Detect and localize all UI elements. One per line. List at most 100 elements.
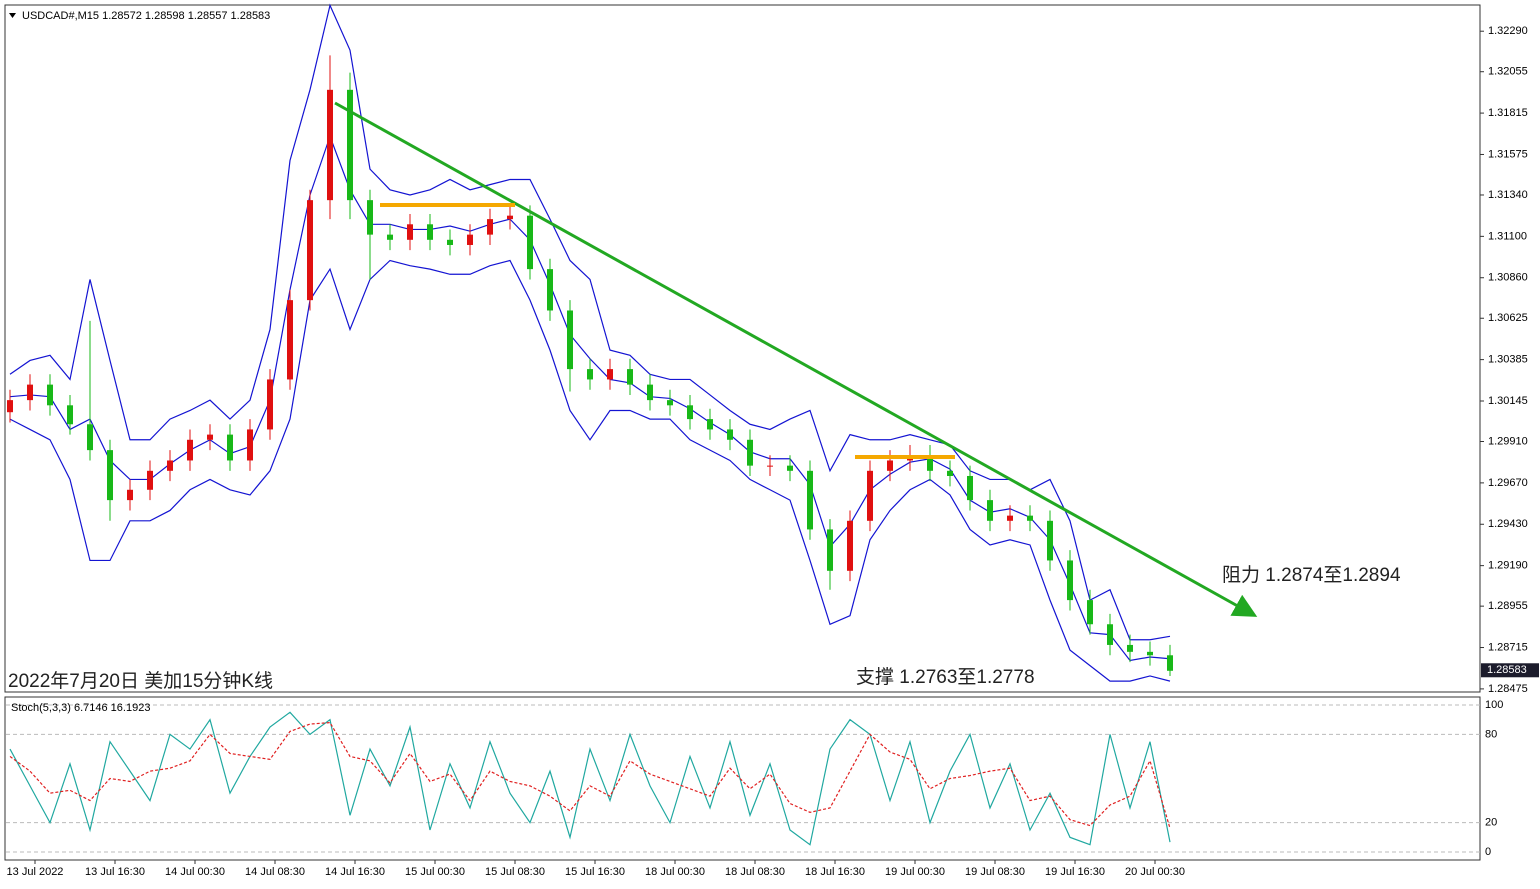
candle-body bbox=[507, 215, 513, 220]
candle-body bbox=[47, 384, 53, 406]
x-tick-label: 14 Jul 16:30 bbox=[325, 866, 385, 878]
menu-arrow[interactable] bbox=[9, 13, 16, 18]
candle-body bbox=[887, 460, 893, 471]
chart-caption: 2022年7月20日 美加15分钟K线 bbox=[8, 670, 273, 692]
y-tick-label: 1.31100 bbox=[1488, 230, 1527, 242]
candle-body bbox=[1127, 644, 1133, 652]
bollinger-lower bbox=[9, 259, 1171, 682]
x-tick-label: 18 Jul 16:30 bbox=[805, 866, 865, 878]
candle-body bbox=[607, 369, 613, 380]
x-tick-label: 13 Jul 2022 bbox=[7, 866, 64, 878]
candle-body bbox=[827, 529, 833, 571]
candle-body bbox=[267, 379, 273, 430]
price-marker bbox=[1481, 663, 1539, 678]
candle-body bbox=[547, 269, 553, 311]
y-tick-label: 1.30860 bbox=[1488, 272, 1528, 284]
y-tick-label: 80 bbox=[1485, 728, 1497, 740]
candle-body bbox=[87, 424, 93, 451]
y-tick-label: 1.31815 bbox=[1488, 107, 1528, 119]
y-tick-label: 1.30145 bbox=[1488, 395, 1528, 407]
y-tick-label: 1.32055 bbox=[1488, 66, 1528, 78]
x-tick-label: 15 Jul 16:30 bbox=[565, 866, 625, 878]
candle-body bbox=[1067, 560, 1073, 601]
candle-body bbox=[787, 465, 793, 471]
y-tick-label: 100 bbox=[1485, 699, 1503, 711]
stoch-line bbox=[9, 721, 1171, 829]
x-tick-label: 18 Jul 08:30 bbox=[725, 866, 785, 878]
candle-body bbox=[7, 400, 13, 413]
trend-line bbox=[334, 101, 1258, 617]
x-tick-label: 15 Jul 08:30 bbox=[485, 866, 545, 878]
candle-body bbox=[227, 434, 233, 461]
y-tick-label: 1.29430 bbox=[1488, 518, 1528, 530]
y-tick-label: 20 bbox=[1485, 817, 1497, 829]
candle-body bbox=[287, 300, 293, 380]
candle-body bbox=[327, 89, 333, 201]
candle-body bbox=[527, 215, 533, 270]
candle-body bbox=[647, 384, 653, 401]
y-tick-label: 1.31575 bbox=[1488, 148, 1528, 160]
resistance-note: 阻力 1.2874至1.2894 bbox=[1222, 564, 1401, 586]
candle-body bbox=[947, 470, 953, 476]
candle-body bbox=[627, 369, 633, 385]
stoch-line bbox=[9, 711, 1171, 846]
candle-body bbox=[1107, 624, 1113, 645]
candle-body bbox=[687, 405, 693, 420]
candle-body bbox=[167, 460, 173, 471]
candle-body bbox=[127, 489, 133, 501]
x-tick-label: 19 Jul 08:30 bbox=[965, 866, 1025, 878]
stoch-title: Stoch(5,3,3) 6.7146 16.1923 bbox=[11, 702, 150, 714]
candle-body bbox=[67, 405, 73, 425]
candle-body bbox=[147, 470, 153, 490]
candle-body bbox=[567, 310, 573, 370]
main-panel bbox=[4, 4, 1481, 693]
candle-body bbox=[1047, 520, 1053, 561]
candle-body bbox=[27, 384, 33, 401]
candle-body bbox=[1087, 600, 1093, 625]
candle-body bbox=[187, 439, 193, 461]
candle-body bbox=[1147, 651, 1153, 656]
y-tick-label: 1.28955 bbox=[1488, 600, 1528, 612]
x-tick-label: 14 Jul 00:30 bbox=[165, 866, 225, 878]
x-tick-label: 15 Jul 00:30 bbox=[405, 866, 465, 878]
candle-body bbox=[487, 219, 493, 235]
candle-body bbox=[1007, 515, 1013, 521]
candle-body bbox=[767, 465, 773, 467]
plot: 1.32290 1.32055 1.31815 1.31575 1.31340 1.311… bbox=[6, 3, 1539, 878]
candle-body bbox=[347, 89, 353, 201]
candle-body bbox=[807, 470, 813, 530]
candle-body bbox=[847, 520, 853, 571]
candle-body bbox=[207, 434, 213, 440]
candle-body bbox=[447, 239, 453, 245]
candle-body bbox=[1167, 655, 1173, 671]
candle-body bbox=[867, 470, 873, 521]
symbol-title: USDCAD#,M15 1.28572 1.28598 1.28557 1.28… bbox=[22, 10, 270, 22]
x-tick-label: 13 Jul 16:30 bbox=[85, 866, 145, 878]
candle-body bbox=[587, 369, 593, 380]
candle-body bbox=[927, 455, 933, 471]
candle-body bbox=[367, 200, 373, 235]
y-tick-label: 1.28715 bbox=[1488, 641, 1528, 653]
y-tick-label: 1.28475 bbox=[1488, 683, 1528, 695]
candle-body bbox=[667, 400, 673, 406]
candle-body bbox=[387, 234, 393, 240]
y-tick-label: 1.29190 bbox=[1488, 560, 1528, 572]
y-tick-label: 1.30385 bbox=[1488, 354, 1528, 366]
price-marker-label: 1.28583 bbox=[1487, 664, 1527, 676]
candle-body bbox=[747, 439, 753, 466]
y-tick-label: 1.31340 bbox=[1488, 189, 1528, 201]
y-tick-label: 1.29670 bbox=[1488, 477, 1528, 489]
candle-body bbox=[407, 224, 413, 240]
y-tick-label: 1.30625 bbox=[1488, 312, 1528, 324]
candle-body bbox=[467, 234, 473, 245]
y-tick-label: 1.29910 bbox=[1488, 435, 1528, 447]
candle-body bbox=[967, 475, 973, 501]
x-tick-label: 20 Jul 00:30 bbox=[1125, 866, 1185, 878]
stoch-panel bbox=[4, 696, 1481, 861]
bollinger-upper bbox=[9, 3, 1171, 641]
x-tick-label: 19 Jul 16:30 bbox=[1045, 866, 1105, 878]
candle-body bbox=[247, 429, 253, 461]
candle-body bbox=[1027, 515, 1033, 521]
